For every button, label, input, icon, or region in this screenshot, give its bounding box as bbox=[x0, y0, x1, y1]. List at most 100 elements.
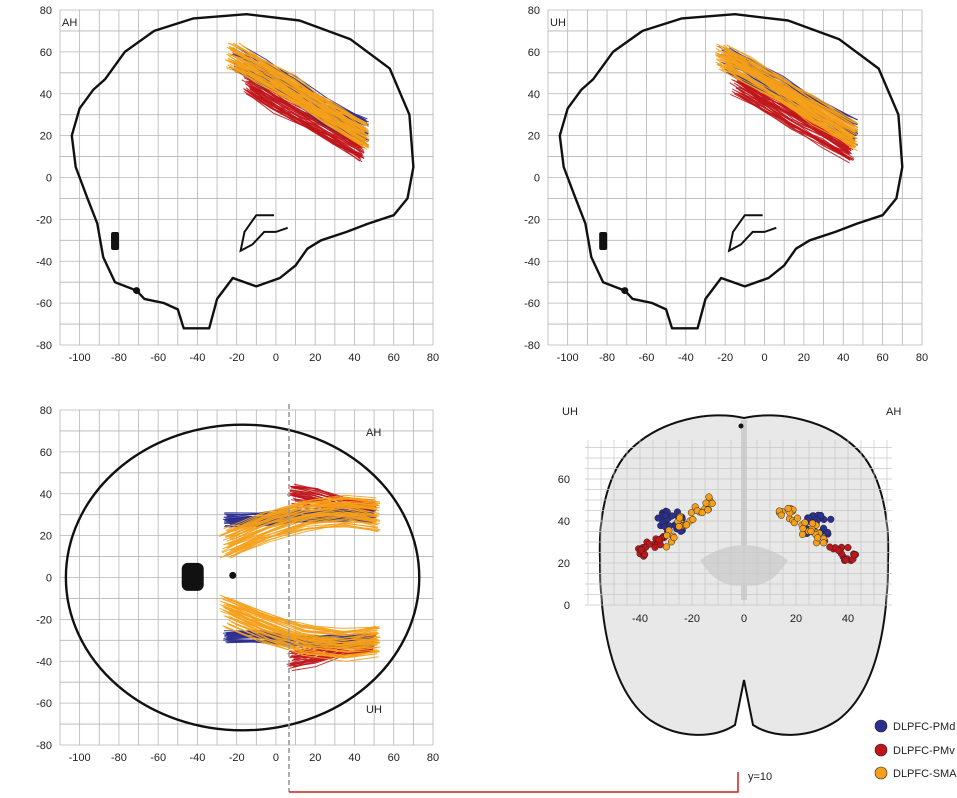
x-tick-label: -20 bbox=[684, 613, 700, 625]
electrode-dot bbox=[641, 551, 649, 559]
y-tick-label: 0 bbox=[564, 600, 570, 612]
fiber-streamline bbox=[235, 622, 378, 653]
sma-fibers bbox=[715, 43, 859, 152]
legend-swatch-sma bbox=[874, 766, 888, 780]
x-tick-label: -100 bbox=[69, 752, 91, 764]
electrode-dot bbox=[676, 514, 684, 522]
y-tick-label: 40 bbox=[40, 489, 52, 501]
electrode-dot bbox=[670, 534, 678, 542]
y-tick-label: 80 bbox=[40, 405, 52, 417]
y-tick-label: 60 bbox=[40, 447, 52, 459]
fiber-streamline bbox=[726, 44, 853, 123]
electrode-dot bbox=[844, 544, 852, 552]
fiducial-marker bbox=[181, 562, 204, 591]
electrode-dot bbox=[799, 524, 807, 533]
x-tick-label: 0 bbox=[273, 752, 279, 764]
fiber-streamline bbox=[229, 42, 368, 126]
electrode-dot bbox=[675, 522, 683, 531]
fiber-streamline bbox=[228, 526, 380, 558]
grid bbox=[547, 9, 923, 346]
fiber-streamline bbox=[231, 506, 379, 541]
x-tick-label: 80 bbox=[427, 752, 439, 764]
x-tick-label: -40 bbox=[678, 352, 694, 364]
electrode-dot bbox=[708, 499, 716, 507]
y-tick-label: 20 bbox=[40, 531, 52, 543]
fiber-streamline bbox=[243, 90, 363, 163]
x-tick-label: -40 bbox=[189, 352, 205, 364]
sma-fibers bbox=[219, 494, 381, 559]
fiber-streamline bbox=[230, 54, 370, 137]
fiber-streamline bbox=[238, 42, 365, 125]
fiber-streamline bbox=[221, 514, 377, 553]
electrode-dot bbox=[663, 531, 671, 540]
legend-swatch-pmd bbox=[874, 719, 888, 733]
fiber-streamline bbox=[225, 627, 379, 662]
x-tick-label: -60 bbox=[150, 352, 166, 364]
fiducial-marker bbox=[621, 287, 629, 295]
y-tick-label: 60 bbox=[558, 474, 570, 486]
fiber-streamline bbox=[222, 625, 380, 659]
grid bbox=[59, 409, 434, 746]
electrode-dot bbox=[777, 511, 785, 519]
x-tick-label: -80 bbox=[111, 752, 127, 764]
electrode-dot bbox=[654, 514, 662, 522]
vertex-marker bbox=[738, 423, 744, 429]
electrode-dot bbox=[850, 551, 858, 559]
fiber-streamline bbox=[235, 624, 379, 656]
y-tick-label: -80 bbox=[524, 340, 540, 352]
y-tick-label: -40 bbox=[36, 256, 52, 268]
fiber-streamline bbox=[722, 50, 859, 131]
slice-marker: y=10 bbox=[288, 404, 772, 793]
fiber-streamline bbox=[736, 90, 852, 155]
x-tick-label: -100 bbox=[69, 352, 91, 364]
fiber-streamline bbox=[253, 81, 366, 149]
y-tick-label: 80 bbox=[40, 5, 52, 17]
brainstem-outline bbox=[239, 214, 289, 253]
fiber-streamline bbox=[229, 617, 378, 653]
y-tick-label: 60 bbox=[40, 47, 52, 59]
fiber-streamline bbox=[250, 77, 362, 150]
fiber-streamline bbox=[717, 52, 858, 132]
fiducial-marker bbox=[229, 571, 237, 579]
y-tick-label: -40 bbox=[524, 256, 540, 268]
fiber-streamline bbox=[226, 53, 366, 136]
legend-label-pmd: DLPFC-PMd bbox=[893, 721, 955, 733]
sma-dots bbox=[662, 493, 716, 551]
electrode-dot bbox=[687, 509, 695, 517]
y-tick-label: 0 bbox=[534, 173, 540, 185]
x-tick-label: -60 bbox=[150, 752, 166, 764]
x-tick-label: 60 bbox=[388, 352, 400, 364]
electrode-dot bbox=[817, 511, 825, 520]
fiber-streamline bbox=[249, 85, 365, 154]
fiber-streamline bbox=[219, 607, 381, 644]
y-tick-label: 0 bbox=[46, 573, 52, 585]
electrode-dot bbox=[662, 543, 670, 551]
electrode-dot bbox=[683, 521, 691, 529]
legend-swatch-pmv bbox=[874, 743, 888, 757]
x-tick-label: 0 bbox=[741, 613, 747, 625]
fiber-streamline bbox=[223, 522, 379, 557]
fiber-streamline bbox=[232, 62, 369, 149]
sagittal-panel-ah: -100 -80 -60 -40 -20 0 20 40 60 80 80 60 40 20 0 -20 -40… bbox=[36, 5, 439, 364]
fiber-streamline bbox=[225, 503, 380, 538]
electrode-dot bbox=[704, 506, 712, 514]
fiber-streamline bbox=[225, 603, 380, 642]
electrode-dot bbox=[705, 493, 713, 501]
fiber-streamline bbox=[726, 56, 856, 141]
electrode-dot bbox=[820, 539, 828, 547]
fiber-streamline bbox=[232, 511, 376, 546]
x-tick-label: 20 bbox=[790, 613, 802, 625]
fiber-streamline bbox=[253, 90, 362, 159]
panel-label-uh-coronal: UH bbox=[562, 406, 578, 418]
x-tick-label: 40 bbox=[842, 613, 854, 625]
x-tick-label: 20 bbox=[798, 352, 810, 364]
x-tick-label: 20 bbox=[309, 752, 321, 764]
fiber-streamline bbox=[223, 606, 380, 643]
x-tick-label: 20 bbox=[309, 352, 321, 364]
electrode-dot bbox=[827, 515, 835, 523]
electrode-dot bbox=[835, 547, 843, 555]
x-tick-label: -60 bbox=[638, 352, 654, 364]
fiber-streamline bbox=[220, 597, 377, 635]
x-tick-label: 40 bbox=[348, 352, 360, 364]
